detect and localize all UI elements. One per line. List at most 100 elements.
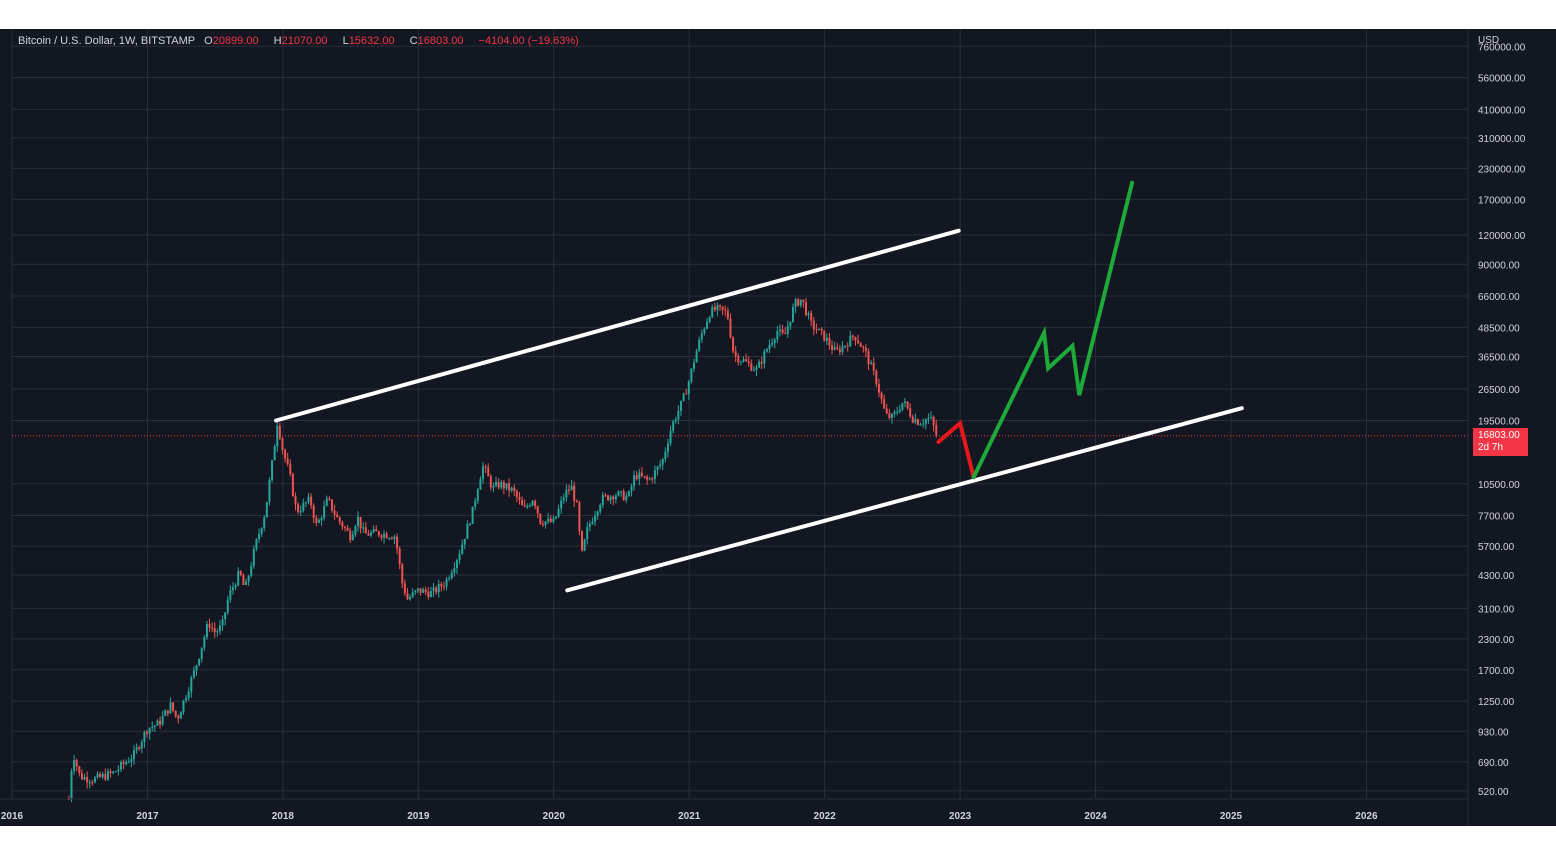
candle-body xyxy=(763,351,766,364)
candle-body xyxy=(258,533,261,540)
x-tick-label: 2026 xyxy=(1355,811,1378,822)
candle-body xyxy=(469,523,472,525)
candle-body xyxy=(411,592,414,597)
candle-body xyxy=(260,528,263,534)
open-label: O xyxy=(204,35,213,47)
low-label: L xyxy=(342,35,349,47)
y-tick-label: 3100.00 xyxy=(1478,604,1515,615)
channel-upper-line xyxy=(274,228,961,423)
bar-countdown: 2d 7h xyxy=(1478,441,1504,453)
candle-body xyxy=(732,337,735,352)
candle-body xyxy=(237,571,240,586)
candle-body xyxy=(455,560,458,569)
candle-body xyxy=(518,496,521,500)
candle-body xyxy=(862,346,865,348)
candle-body xyxy=(917,419,920,425)
candles xyxy=(67,297,938,803)
candle-body xyxy=(83,776,86,780)
candle-body xyxy=(716,305,719,311)
symbol-legend: Bitcoin / U.S. Dollar, 1W, BITSTAMP O208… xyxy=(18,35,585,47)
candle-body xyxy=(310,496,313,506)
candle-body xyxy=(198,658,201,666)
candle-body xyxy=(609,496,612,501)
change-value: −4104.00 (−19.63%) xyxy=(478,35,579,47)
candle-body xyxy=(179,712,182,719)
candle-body xyxy=(914,419,917,423)
y-tick-label: 760000.00 xyxy=(1478,42,1526,53)
candle-body xyxy=(125,762,128,764)
y-tick-label: 560000.00 xyxy=(1478,73,1526,84)
candle-body xyxy=(216,631,219,633)
candle-body xyxy=(690,368,693,382)
candle-body xyxy=(521,499,524,506)
candle-body xyxy=(96,773,99,778)
candle-body xyxy=(875,370,878,385)
candle-body xyxy=(422,589,425,593)
candle-body xyxy=(325,498,328,506)
candle-body xyxy=(854,336,857,341)
candle-body xyxy=(896,411,899,413)
candle-body xyxy=(581,531,584,551)
candle-body xyxy=(567,489,570,491)
chart-panel[interactable]: 760000.00 560000.00 410000.00 310000.00 2300… xyxy=(0,29,1556,826)
candle-body xyxy=(164,710,167,716)
high-label: H xyxy=(273,35,282,47)
candle-body xyxy=(80,773,83,780)
candle-body xyxy=(284,449,287,459)
y-tick-label: 4300.00 xyxy=(1478,571,1515,582)
candle-body xyxy=(323,505,326,519)
candle-body xyxy=(739,361,742,363)
candle-body xyxy=(922,423,925,425)
candle-body xyxy=(596,511,599,516)
candle-body xyxy=(445,579,448,587)
y-tick-label: 66000.00 xyxy=(1478,292,1520,303)
candle-body xyxy=(700,333,703,340)
candle-body xyxy=(698,339,701,351)
price-chart[interactable]: 760000.00 560000.00 410000.00 310000.00 2300… xyxy=(0,29,1556,826)
candle-body xyxy=(643,476,646,478)
candle-body xyxy=(278,425,281,439)
candle-body xyxy=(771,342,774,345)
candle-body xyxy=(898,410,901,412)
candle-body xyxy=(276,425,279,447)
candle-body xyxy=(229,590,232,600)
candle-body xyxy=(393,536,396,539)
candle-body xyxy=(138,747,141,749)
candle-body xyxy=(685,393,688,395)
plot-background xyxy=(0,29,1556,826)
candle-body xyxy=(86,776,89,783)
candle-body xyxy=(627,491,630,497)
candle-body xyxy=(560,500,563,509)
candle-body xyxy=(271,460,274,481)
candle-body xyxy=(510,487,513,491)
candle-body xyxy=(583,539,586,551)
y-tick-label: 410000.00 xyxy=(1478,105,1526,116)
channel-lower-line xyxy=(565,406,1244,593)
candle-body xyxy=(453,568,456,573)
symbol-name[interactable]: Bitcoin / U.S. Dollar, 1W, BITSTAMP xyxy=(18,35,196,47)
candle-body xyxy=(536,506,539,514)
candle-body xyxy=(88,782,91,784)
candle-body xyxy=(846,345,849,347)
low-value: 15632.00 xyxy=(348,35,395,47)
candle-body xyxy=(786,326,789,334)
candle-body xyxy=(687,381,690,395)
y-tick-label: 19500.00 xyxy=(1478,417,1520,428)
y-tick-label: 690.00 xyxy=(1478,758,1509,769)
candle-body xyxy=(461,544,464,555)
candle-body xyxy=(442,586,445,588)
candle-body xyxy=(218,625,221,632)
candle-body xyxy=(242,575,245,585)
candle-body xyxy=(234,585,237,588)
candle-body xyxy=(778,329,781,331)
candle-body xyxy=(492,485,495,488)
candle-body xyxy=(620,491,623,493)
candle-body xyxy=(651,478,654,480)
candle-body xyxy=(745,359,748,362)
candle-body xyxy=(646,476,649,480)
candle-body xyxy=(570,485,573,491)
candle-body xyxy=(495,482,498,486)
candle-body xyxy=(101,774,104,777)
candle-body xyxy=(883,399,886,409)
candle-body xyxy=(833,347,836,350)
